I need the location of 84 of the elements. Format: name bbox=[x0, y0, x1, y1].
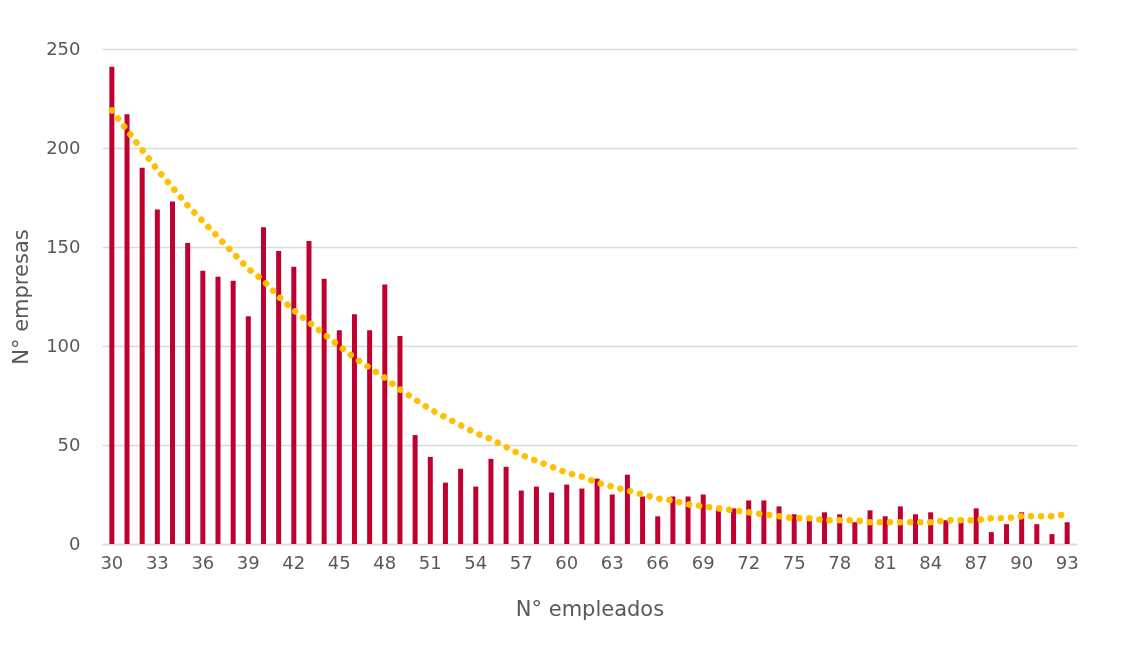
bar bbox=[1034, 524, 1040, 544]
bar bbox=[200, 270, 206, 544]
bar bbox=[700, 494, 706, 544]
x-tick-label: 54 bbox=[464, 551, 488, 573]
x-axis-title: N° empleados bbox=[515, 596, 665, 621]
bar bbox=[458, 468, 464, 544]
bar bbox=[170, 201, 176, 544]
x-tick-label: 87 bbox=[964, 551, 988, 573]
bar bbox=[913, 514, 919, 544]
bar bbox=[1049, 534, 1055, 544]
bar bbox=[564, 484, 570, 544]
bar bbox=[276, 250, 282, 544]
y-tick-label: 250 bbox=[46, 37, 81, 59]
bar bbox=[367, 330, 373, 544]
bar bbox=[336, 330, 342, 544]
bar bbox=[988, 532, 994, 544]
x-tick-label: 48 bbox=[373, 551, 397, 573]
y-tick-label: 200 bbox=[46, 136, 81, 158]
bar bbox=[1064, 522, 1070, 544]
bar bbox=[609, 494, 615, 544]
x-tick-label: 93 bbox=[1055, 551, 1079, 573]
x-tick-label: 42 bbox=[282, 551, 306, 573]
bar bbox=[351, 314, 357, 544]
bar bbox=[382, 284, 388, 544]
bar bbox=[412, 435, 418, 544]
bar bbox=[260, 227, 266, 544]
bar bbox=[1003, 524, 1009, 544]
y-tick-label: 100 bbox=[46, 334, 81, 356]
x-tick-label: 69 bbox=[691, 551, 715, 573]
bar bbox=[670, 496, 676, 544]
bar bbox=[185, 243, 191, 544]
bar bbox=[715, 510, 721, 544]
bar bbox=[154, 209, 160, 544]
bar bbox=[973, 508, 979, 544]
x-tick-label: 63 bbox=[600, 551, 624, 573]
bar bbox=[230, 280, 236, 544]
bar bbox=[124, 114, 130, 544]
y-tick-label: 50 bbox=[57, 433, 81, 455]
x-tick-label: 72 bbox=[737, 551, 761, 573]
bar bbox=[624, 474, 630, 544]
bar bbox=[397, 336, 403, 544]
x-tick-label: 60 bbox=[555, 551, 579, 573]
bar bbox=[473, 486, 479, 544]
bar bbox=[488, 458, 494, 544]
bar bbox=[579, 488, 585, 544]
bar bbox=[731, 508, 737, 544]
bar bbox=[109, 66, 115, 544]
bar bbox=[503, 466, 509, 544]
x-tick-label: 81 bbox=[873, 551, 897, 573]
bar bbox=[822, 512, 828, 544]
x-tick-label: 45 bbox=[327, 551, 351, 573]
x-tick-label: 75 bbox=[782, 551, 806, 573]
bar bbox=[655, 516, 661, 544]
x-tick-label: 57 bbox=[509, 551, 533, 573]
x-tick-label: 84 bbox=[919, 551, 943, 573]
bar bbox=[761, 500, 767, 544]
bar bbox=[518, 490, 524, 544]
x-tick-label: 90 bbox=[1010, 551, 1034, 573]
bar bbox=[791, 514, 797, 544]
bar bbox=[427, 456, 433, 544]
y-tick-label: 0 bbox=[69, 532, 81, 554]
bar bbox=[943, 520, 949, 544]
x-tick-label: 36 bbox=[191, 551, 215, 573]
y-tick-label: 150 bbox=[46, 235, 81, 257]
bar bbox=[215, 276, 221, 544]
bar bbox=[321, 278, 327, 544]
bar bbox=[549, 492, 555, 544]
x-tick-label: 30 bbox=[100, 551, 124, 573]
bar bbox=[245, 316, 251, 544]
bar bbox=[139, 167, 145, 544]
bar bbox=[640, 496, 646, 544]
bar bbox=[533, 486, 539, 544]
bar bbox=[882, 516, 888, 544]
x-tick-label: 39 bbox=[236, 551, 260, 573]
bar bbox=[852, 522, 858, 544]
bar bbox=[442, 482, 448, 544]
bar bbox=[291, 266, 297, 544]
x-tick-label: 51 bbox=[418, 551, 442, 573]
bar bbox=[594, 478, 600, 544]
y-axis-title: N° empresas bbox=[9, 229, 34, 365]
x-tick-label: 78 bbox=[828, 551, 852, 573]
x-tick-label: 66 bbox=[646, 551, 670, 573]
bar bbox=[306, 241, 312, 544]
x-tick-label: 33 bbox=[145, 551, 169, 573]
